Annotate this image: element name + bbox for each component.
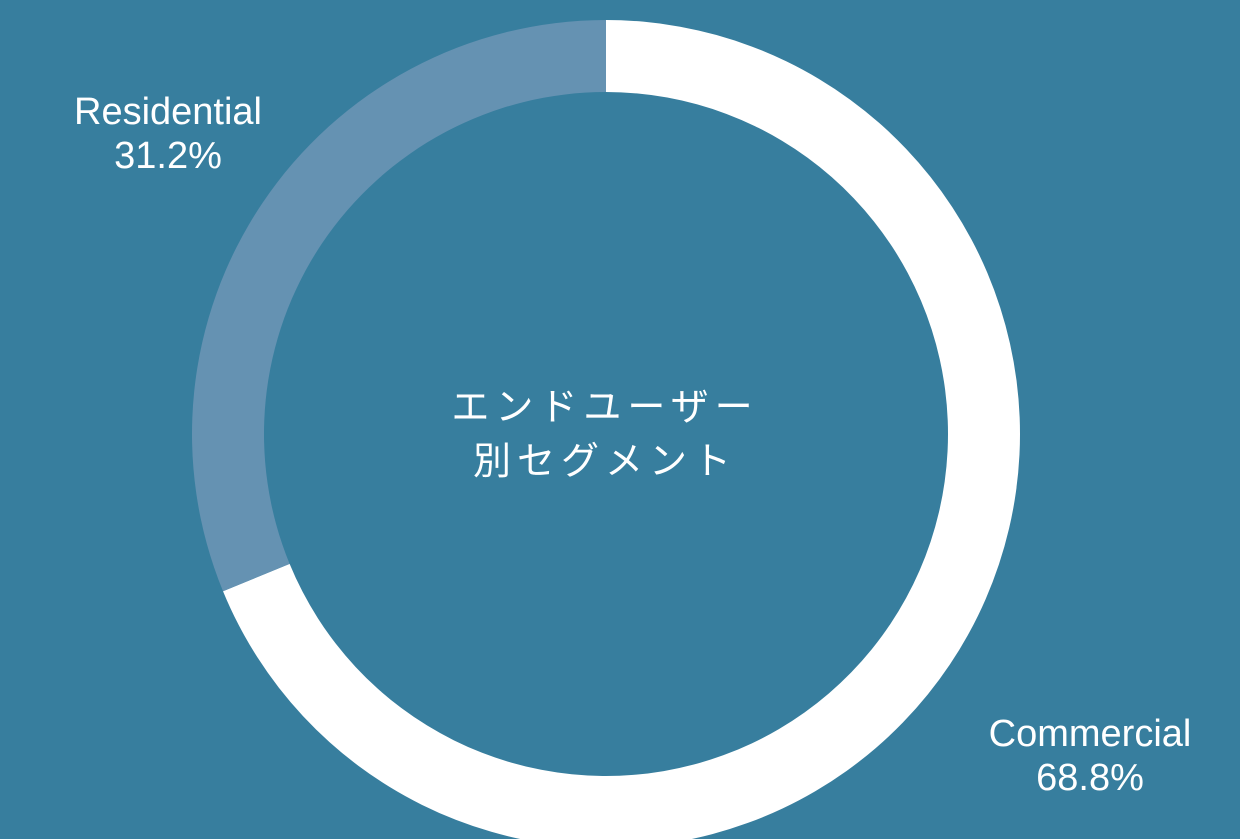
slice-label-residential-value: 31.2% (114, 135, 222, 177)
slice-label-residential-name: Residential (74, 91, 262, 133)
chart-title-line-2: 別セグメント (472, 439, 737, 483)
chart-title: エンドユーザー 別セグメント (405, 380, 805, 488)
chart-title-line-1: エンドユーザー (451, 385, 759, 429)
slice-label-commercial-name: Commercial (988, 713, 1192, 755)
slice-label-commercial-value: 68.8% (1036, 757, 1144, 799)
slice-residential (192, 20, 607, 592)
slice-label-commercial: Commercial 68.8% (950, 712, 1230, 800)
slice-label-residential: Residential 31.2% (38, 90, 298, 178)
